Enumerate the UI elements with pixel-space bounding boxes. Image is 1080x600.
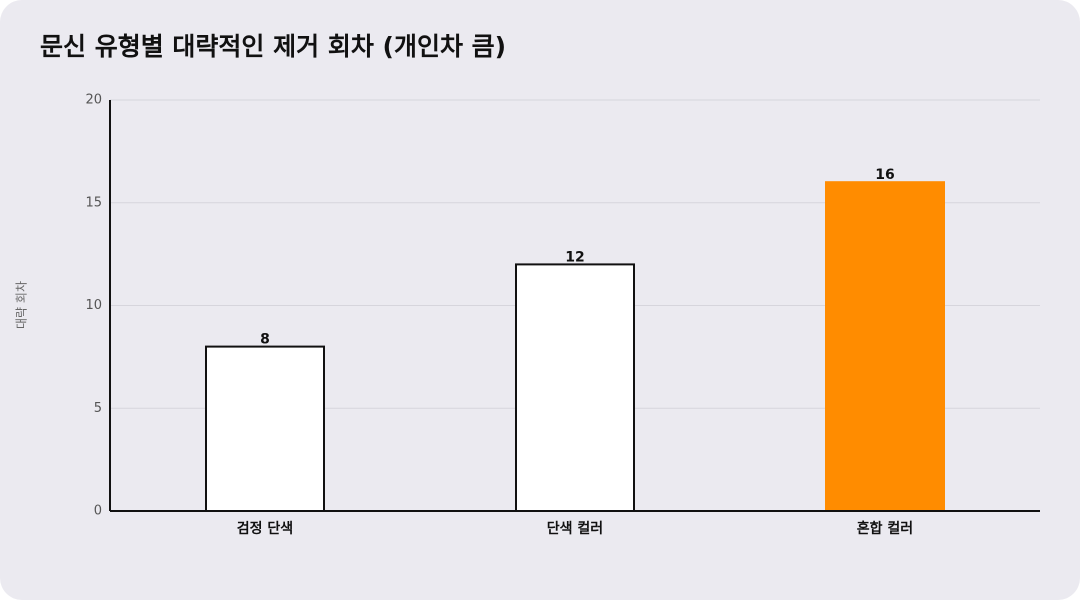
- bar: [825, 181, 945, 512]
- y-tick-label: 0: [94, 504, 102, 519]
- y-tick-label: 5: [94, 401, 102, 416]
- chart-title: 문신 유형별 대략적인 제거 회차 (개인차 큼): [40, 32, 506, 61]
- bar: [205, 345, 325, 512]
- y-tick-label: 10: [85, 298, 102, 313]
- y-tick-label: 20: [85, 93, 102, 108]
- y-axis-label: 대략 회차: [15, 281, 29, 329]
- value-label: 16: [875, 167, 894, 183]
- value-label: 8: [260, 332, 270, 348]
- bar: [515, 263, 635, 512]
- x-tick-label: 단색 컬러: [547, 520, 603, 537]
- x-tick-label: 검정 단색: [237, 520, 293, 537]
- value-label: 12: [565, 249, 584, 265]
- x-tick-label: 혼합 컬러: [857, 520, 913, 537]
- y-tick-label: 15: [85, 195, 102, 210]
